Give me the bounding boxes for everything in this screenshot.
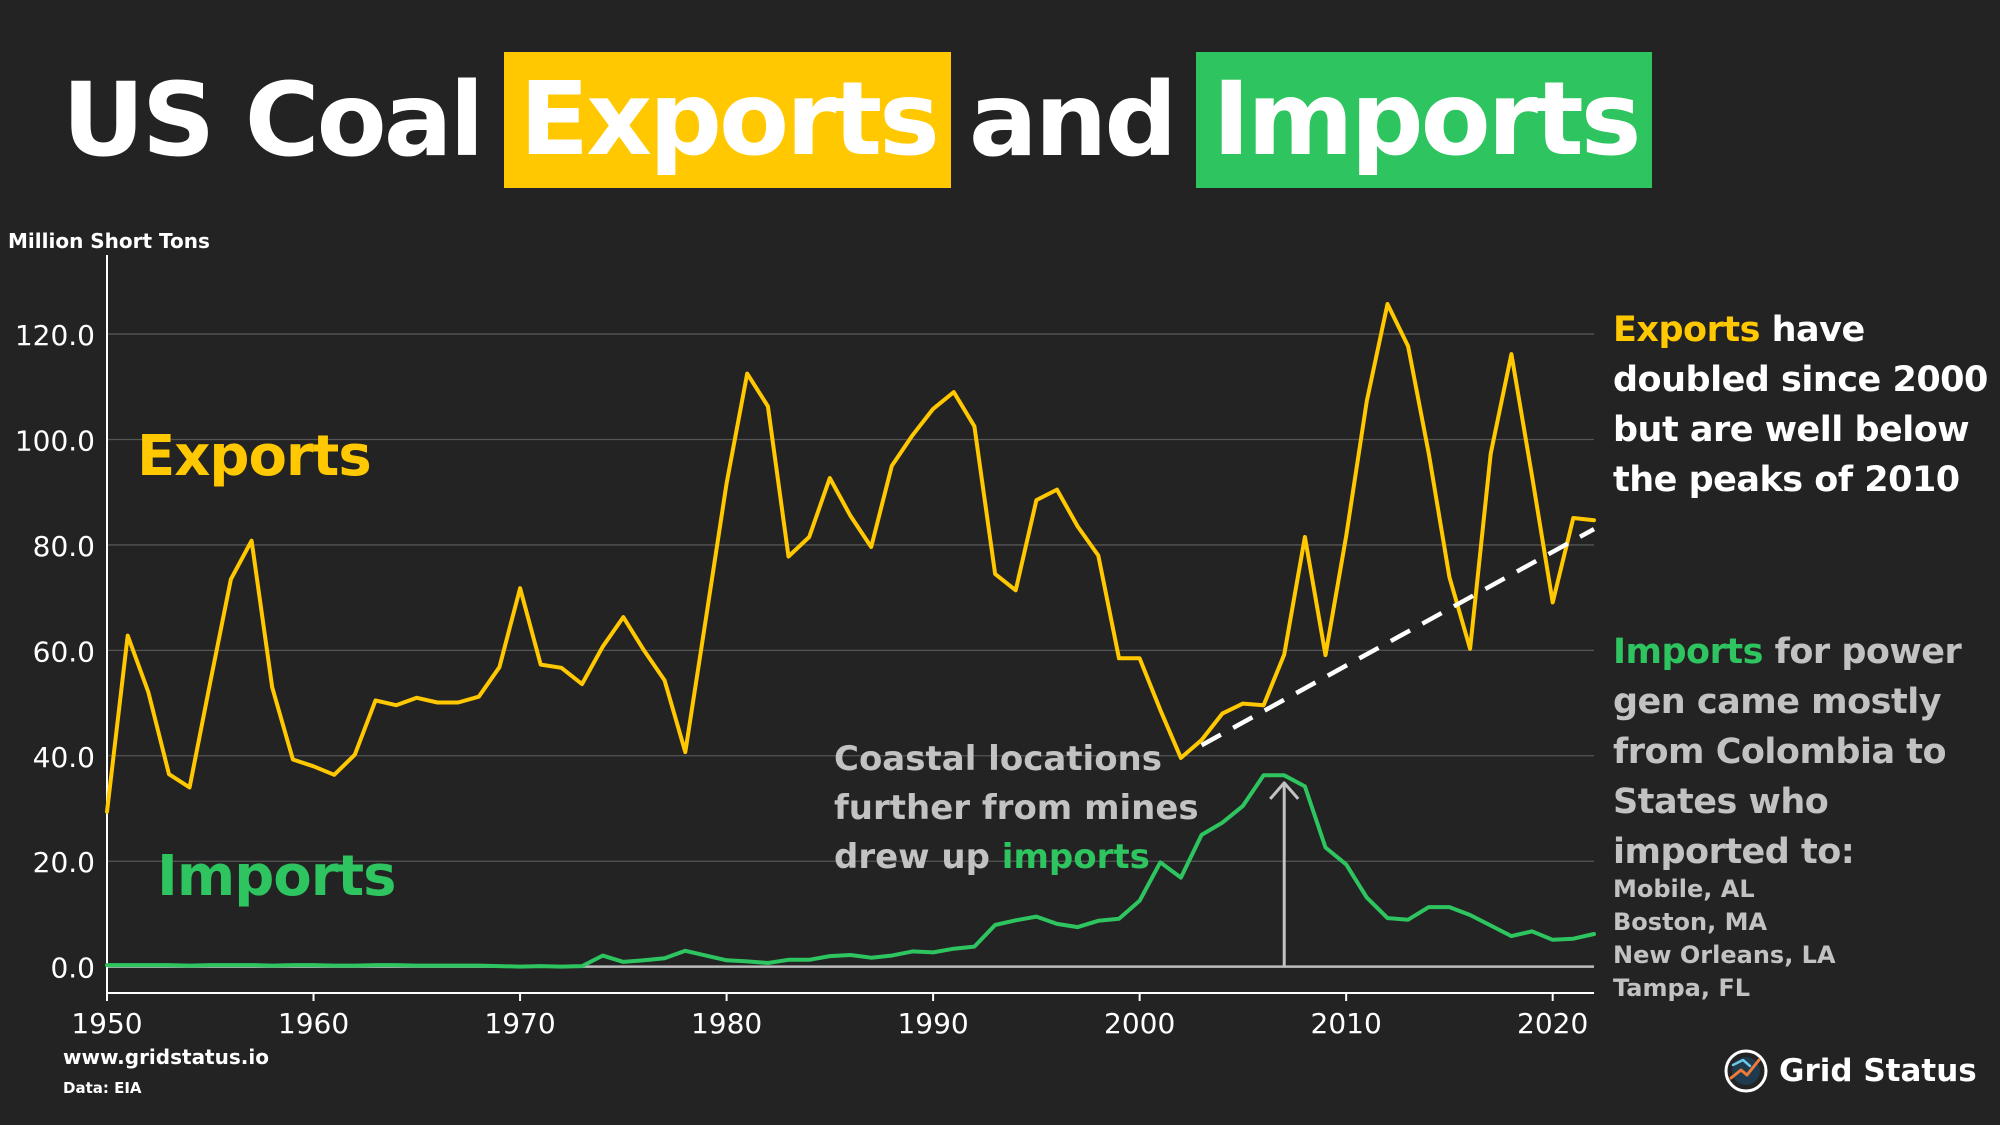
coastal-annotation-imports: imports (1002, 837, 1150, 877)
arrow-head (1269, 781, 1300, 800)
coastal-annotation-line2: further from mines (834, 788, 1199, 828)
x-tick-label: 1950 (71, 1007, 142, 1040)
title-prefix: US Coal (62, 60, 485, 180)
y-tick-label: 20.0 (33, 846, 95, 879)
y-tick-label: 120.0 (15, 319, 95, 352)
series-line-exports (105, 302, 1596, 814)
x-tick-label: 1990 (897, 1007, 968, 1040)
exports-note: Exports have doubled since 2000 but are … (1613, 305, 1993, 505)
annotations (1200, 527, 1596, 967)
series-lines (105, 302, 1596, 969)
city-item: Boston, MA (1613, 908, 1768, 936)
x-tick-label: 2000 (1104, 1007, 1175, 1040)
y-tick-label: 100.0 (15, 425, 95, 458)
y-tick-label: 60.0 (33, 635, 95, 668)
import-cities-list: Mobile, AL Boston, MA New Orleans, LA Ta… (1613, 873, 1836, 1005)
title-imports-highlight: Imports (1196, 52, 1653, 188)
coastal-annotation-line1: Coastal locations (834, 739, 1162, 779)
x-tick-label: 2010 (1311, 1007, 1382, 1040)
brand-logo: Grid Status (1723, 1048, 1977, 1094)
x-tick-label: 1970 (484, 1007, 555, 1040)
title-exports-highlight: Exports (503, 52, 951, 188)
footer-data-source: Data: EIA (63, 1079, 142, 1097)
trend-dashed-line (1200, 527, 1596, 748)
chart-title: US Coal Exports and Imports (62, 52, 1653, 188)
y-axis-title: Million Short Tons (8, 229, 210, 253)
series-line-imports (105, 773, 1596, 969)
y-tick-label: 40.0 (33, 741, 95, 774)
imports-series-label: Imports (157, 844, 395, 909)
city-item: Tampa, FL (1613, 974, 1751, 1002)
x-tick-label: 1960 (278, 1007, 349, 1040)
axes: 0.0 20.0 40.0 60.0 80.0 100.0 120.0 1950 1960 197… (15, 255, 1594, 1040)
exports-series-label: Exports (137, 424, 371, 489)
x-tick-label: 2020 (1517, 1007, 1588, 1040)
imports-note-text: for power gen came mostly from Colombia … (1613, 632, 1962, 872)
footer-website-link[interactable]: www.gridstatus.io (63, 1045, 269, 1069)
imports-note-highlight: Imports (1613, 632, 1763, 672)
x-tick-label: 1980 (691, 1007, 762, 1040)
imports-note: Imports for power gen came mostly from C… (1613, 627, 1993, 877)
exports-note-text: have doubled since 2000 but are well bel… (1613, 310, 1988, 500)
y-tick-label: 80.0 (33, 530, 95, 563)
title-and: and (968, 60, 1177, 180)
brand-name: Grid Status (1779, 1053, 1977, 1089)
coastal-annotation-prefix: drew up (834, 837, 1002, 877)
city-item: New Orleans, LA (1613, 941, 1836, 969)
coastal-annotation: Coastal locations further from mines dre… (834, 739, 1199, 877)
exports-note-highlight: Exports (1613, 310, 1760, 350)
coastal-annotation-line3: drew up imports (834, 837, 1150, 877)
grid-status-logo-icon (1724, 1049, 1768, 1093)
y-tick-label: 0.0 (50, 952, 95, 985)
city-item: Mobile, AL (1613, 875, 1755, 903)
